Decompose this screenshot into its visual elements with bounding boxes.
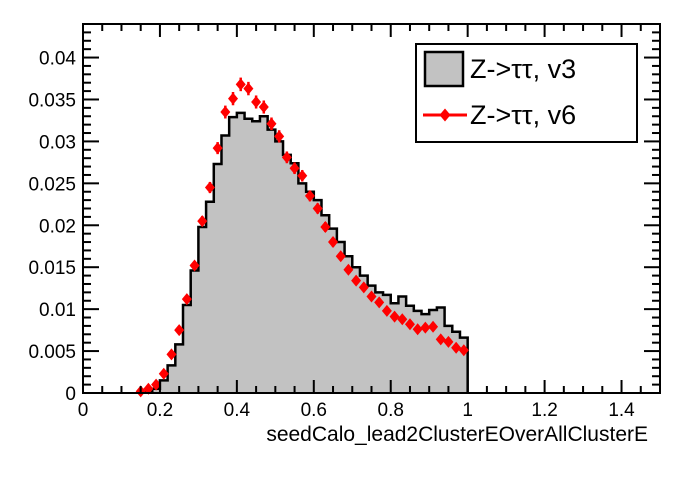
data-point-marker [435, 333, 446, 346]
data-point-marker [304, 189, 315, 202]
data-point-marker [189, 259, 200, 272]
data-point-marker [297, 169, 308, 182]
legend-label-v3: Z->ττ, v3 [470, 54, 576, 84]
data-point-marker [328, 236, 339, 249]
x-tick-label: 0.6 [301, 400, 327, 421]
data-point-marker [204, 181, 215, 194]
data-point-marker [404, 318, 415, 331]
data-point-marker [351, 274, 362, 287]
data-point-marker [366, 290, 377, 303]
legend-marker-diamond-icon [439, 108, 451, 122]
data-point-marker [428, 320, 439, 333]
hist-fill-area [144, 112, 468, 394]
data-point-marker [258, 101, 269, 114]
data-point-marker [343, 263, 354, 276]
data-point-marker [389, 310, 400, 323]
legend-label-v6: Z->ττ, v6 [470, 100, 576, 130]
data-point-marker [220, 106, 231, 119]
y-tick-label: 0.015 [28, 258, 76, 279]
data-point-marker [289, 162, 300, 175]
data-point-marker [281, 151, 292, 164]
y-tick-label: 0.01 [39, 300, 76, 321]
data-point-marker [443, 335, 454, 348]
data-point-marker [412, 323, 423, 336]
y-tick-label: 0 [65, 384, 76, 405]
legend: Z->ττ, v3 Z->ττ, v6 [415, 43, 638, 143]
x-tick-label: 0.8 [378, 400, 404, 421]
hist-outline [143, 111, 469, 394]
data-point-marker [197, 215, 208, 228]
axis-ticks [82, 24, 660, 394]
data-point-marker [181, 293, 192, 306]
axis-tick-labels: 0 0.2 0.4 0.6 0.8 1 1.2 1.4 0 0.005 0.01 0.015 0.02 0… [28, 49, 635, 421]
data-point-marker [451, 341, 462, 354]
legend-swatch-gray-icon [423, 50, 465, 88]
data-point-marker [251, 95, 262, 108]
data-point-marker [374, 296, 385, 309]
y-tick-label: 0.02 [39, 216, 76, 237]
legend-entry-v6: Z->ττ, v6 [423, 100, 576, 130]
data-point-marker [458, 344, 469, 357]
x-tick-label: 1.2 [531, 400, 557, 421]
point-series-v6 [135, 77, 469, 398]
legend-entry-v3: Z->ττ, v3 [423, 50, 576, 88]
data-point-marker [166, 348, 177, 361]
data-point-marker [420, 321, 431, 334]
x-tick-label: 0.4 [224, 400, 251, 421]
hist-series-v3 [143, 111, 469, 394]
data-point-marker [174, 324, 185, 337]
data-point-marker [335, 250, 346, 263]
data-point-marker [228, 92, 239, 105]
data-point-marker [266, 117, 277, 130]
data-point-marker [235, 78, 246, 91]
y-tick-label: 0.025 [28, 174, 76, 195]
y-tick-label: 0.005 [28, 342, 76, 363]
data-point-marker [320, 220, 331, 233]
x-tick-label: 0 [78, 400, 89, 421]
data-point-marker [151, 378, 162, 391]
y-tick-label: 0.035 [28, 90, 76, 111]
data-point-marker [312, 202, 323, 215]
x-axis-title: seedCalo_lead2ClusterEOverAllClusterE [266, 423, 648, 446]
x-tick-label: 1.4 [608, 400, 635, 421]
data-point-marker [212, 142, 223, 155]
data-point-marker [158, 367, 169, 380]
data-point-marker [381, 304, 392, 317]
data-point-marker [358, 281, 369, 294]
x-tick-label: 1 [462, 400, 473, 421]
data-point-marker [397, 313, 408, 326]
data-point-marker [243, 82, 254, 95]
data-point-marker [274, 130, 285, 143]
y-tick-label: 0.03 [39, 132, 76, 153]
data-point-marker [143, 382, 154, 395]
y-tick-label: 0.04 [39, 49, 76, 70]
x-tick-label: 0.2 [147, 400, 173, 421]
